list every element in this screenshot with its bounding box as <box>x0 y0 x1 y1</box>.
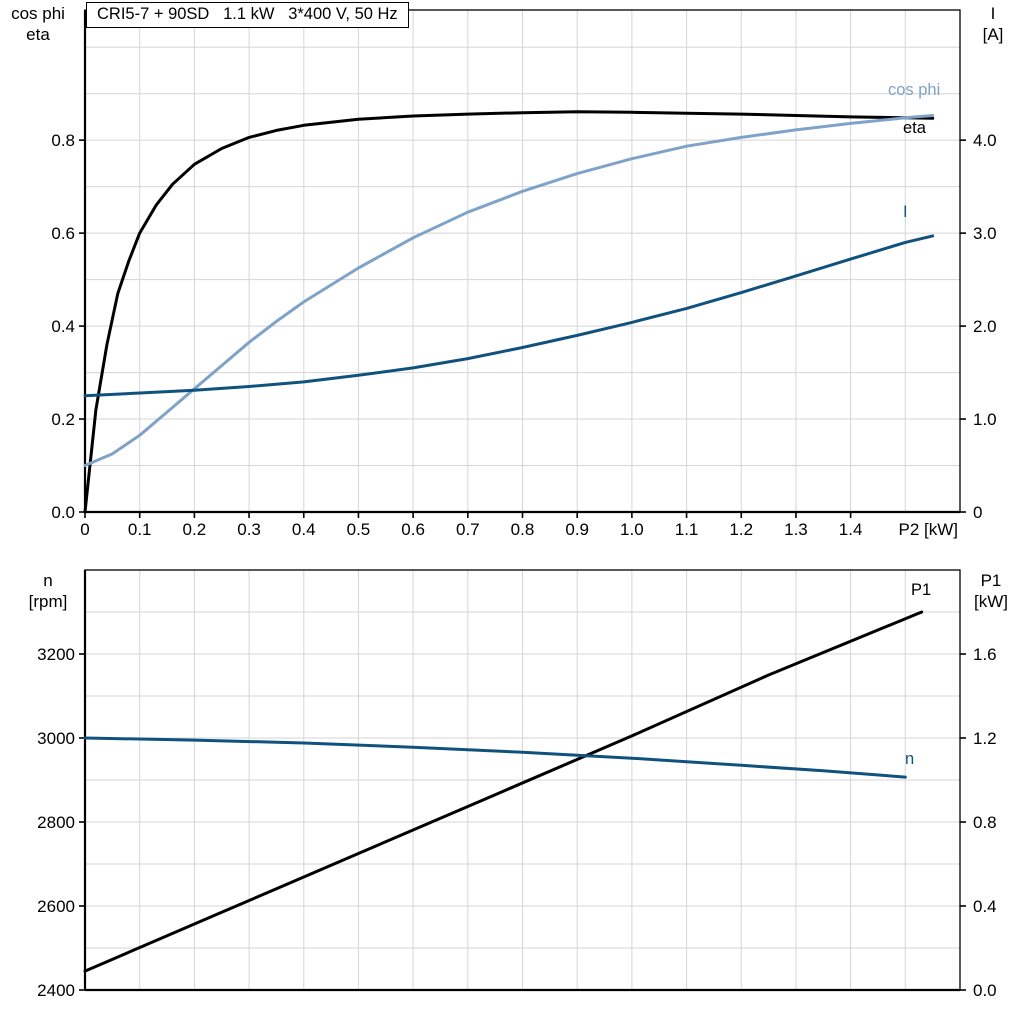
tick-label-right: 2.0 <box>973 317 997 336</box>
tick-label-x: 1.0 <box>620 520 644 539</box>
tick-label-x: 0.3 <box>237 520 261 539</box>
left-axis-title-line1: cos phi <box>11 4 65 23</box>
x-axis-unit-label: P2 [kW] <box>898 520 958 539</box>
tick-label-left: 2800 <box>37 813 75 832</box>
series-line-i <box>83 234 935 398</box>
tick-label-left: 2400 <box>37 981 75 1000</box>
tick-label-right: 0.8 <box>973 813 997 832</box>
curve-label-speed: n <box>905 750 915 768</box>
tick-label-x: 1.4 <box>839 520 863 539</box>
tick-label-x: 0.5 <box>347 520 371 539</box>
tick-label-x: 1.2 <box>729 520 753 539</box>
series-line-n <box>83 736 907 779</box>
tick-label-x: 0 <box>80 520 89 539</box>
tick-label-left: 0.0 <box>51 503 75 522</box>
tick-label-right: 0.4 <box>973 897 997 916</box>
bottom-right-axis-title: P1 [kW] <box>962 570 1020 612</box>
power-axis-title-line2: [kW] <box>974 592 1008 611</box>
tick-label-x: 0.8 <box>511 520 535 539</box>
grid-lines <box>85 570 960 990</box>
tick-label-left: 0.8 <box>51 131 75 150</box>
tick-label-left: 0.6 <box>51 224 75 243</box>
curve-label-current: I <box>903 203 908 221</box>
tick-label-x: 0.1 <box>128 520 152 539</box>
tick-label-right: 4.0 <box>973 131 997 150</box>
tick-label-x: 1.1 <box>675 520 699 539</box>
tick-label-x: 0.2 <box>183 520 207 539</box>
top-right-axis-title: I [A] <box>966 3 1020 45</box>
chart-electrical-curves: 0.0 0.2 0.4 0.6 0.8 0 1.0 2.0 3.0 4.0 0 0.1 0.2 0.3 0.… <box>51 9 997 539</box>
left-axis-title-line2: eta <box>26 25 50 44</box>
curve-label-eta: eta <box>903 119 926 137</box>
tick-label-x: 0.6 <box>401 520 425 539</box>
series-line-p1 <box>83 610 924 973</box>
tick-label-left: 3200 <box>37 645 75 664</box>
tick-label-x: 0.7 <box>456 520 480 539</box>
chart-title-box: CRI5-7 + 90SD 1.1 kW 3*400 V, 50 Hz <box>86 2 409 28</box>
top-left-axis-title: cos phi eta <box>2 3 74 45</box>
tick-label-right: 1.0 <box>973 410 997 429</box>
chart-mechanical-curves: 2400 2600 2800 3000 3200 0.0 0.4 0.8 1.2 1.6 <box>37 569 997 1000</box>
tick-label-right: 3.0 <box>973 224 997 243</box>
series-line-cos-phi <box>83 114 935 467</box>
tick-label-right: 1.6 <box>973 645 997 664</box>
tick-label-left: 3000 <box>37 729 75 748</box>
curve-label-power: P1 <box>911 581 932 599</box>
bottom-left-axis-title: n [rpm] <box>14 570 82 612</box>
tick-label-right: 1.2 <box>973 729 997 748</box>
tick-label-left: 2600 <box>37 897 75 916</box>
tick-label-right: 0.0 <box>973 981 997 1000</box>
tick-label-right: 0 <box>973 503 982 522</box>
tick-label-left: 0.4 <box>51 317 75 336</box>
curve-label-cos-phi: cos phi <box>888 81 941 99</box>
tick-label-left: 0.2 <box>51 410 75 429</box>
right-axis-title-line1: I <box>990 4 996 23</box>
speed-axis-title-line1: n <box>43 571 53 590</box>
speed-axis-title-line2: [rpm] <box>28 592 68 611</box>
grid-lines <box>85 10 960 512</box>
tick-label-x: 0.4 <box>292 520 316 539</box>
tick-label-x: 0.9 <box>565 520 589 539</box>
series-line-eta <box>83 110 935 514</box>
power-axis-title-line1: P1 <box>980 571 1002 590</box>
tick-label-x: 1.3 <box>784 520 808 539</box>
right-axis-title-line2: [A] <box>982 25 1004 44</box>
